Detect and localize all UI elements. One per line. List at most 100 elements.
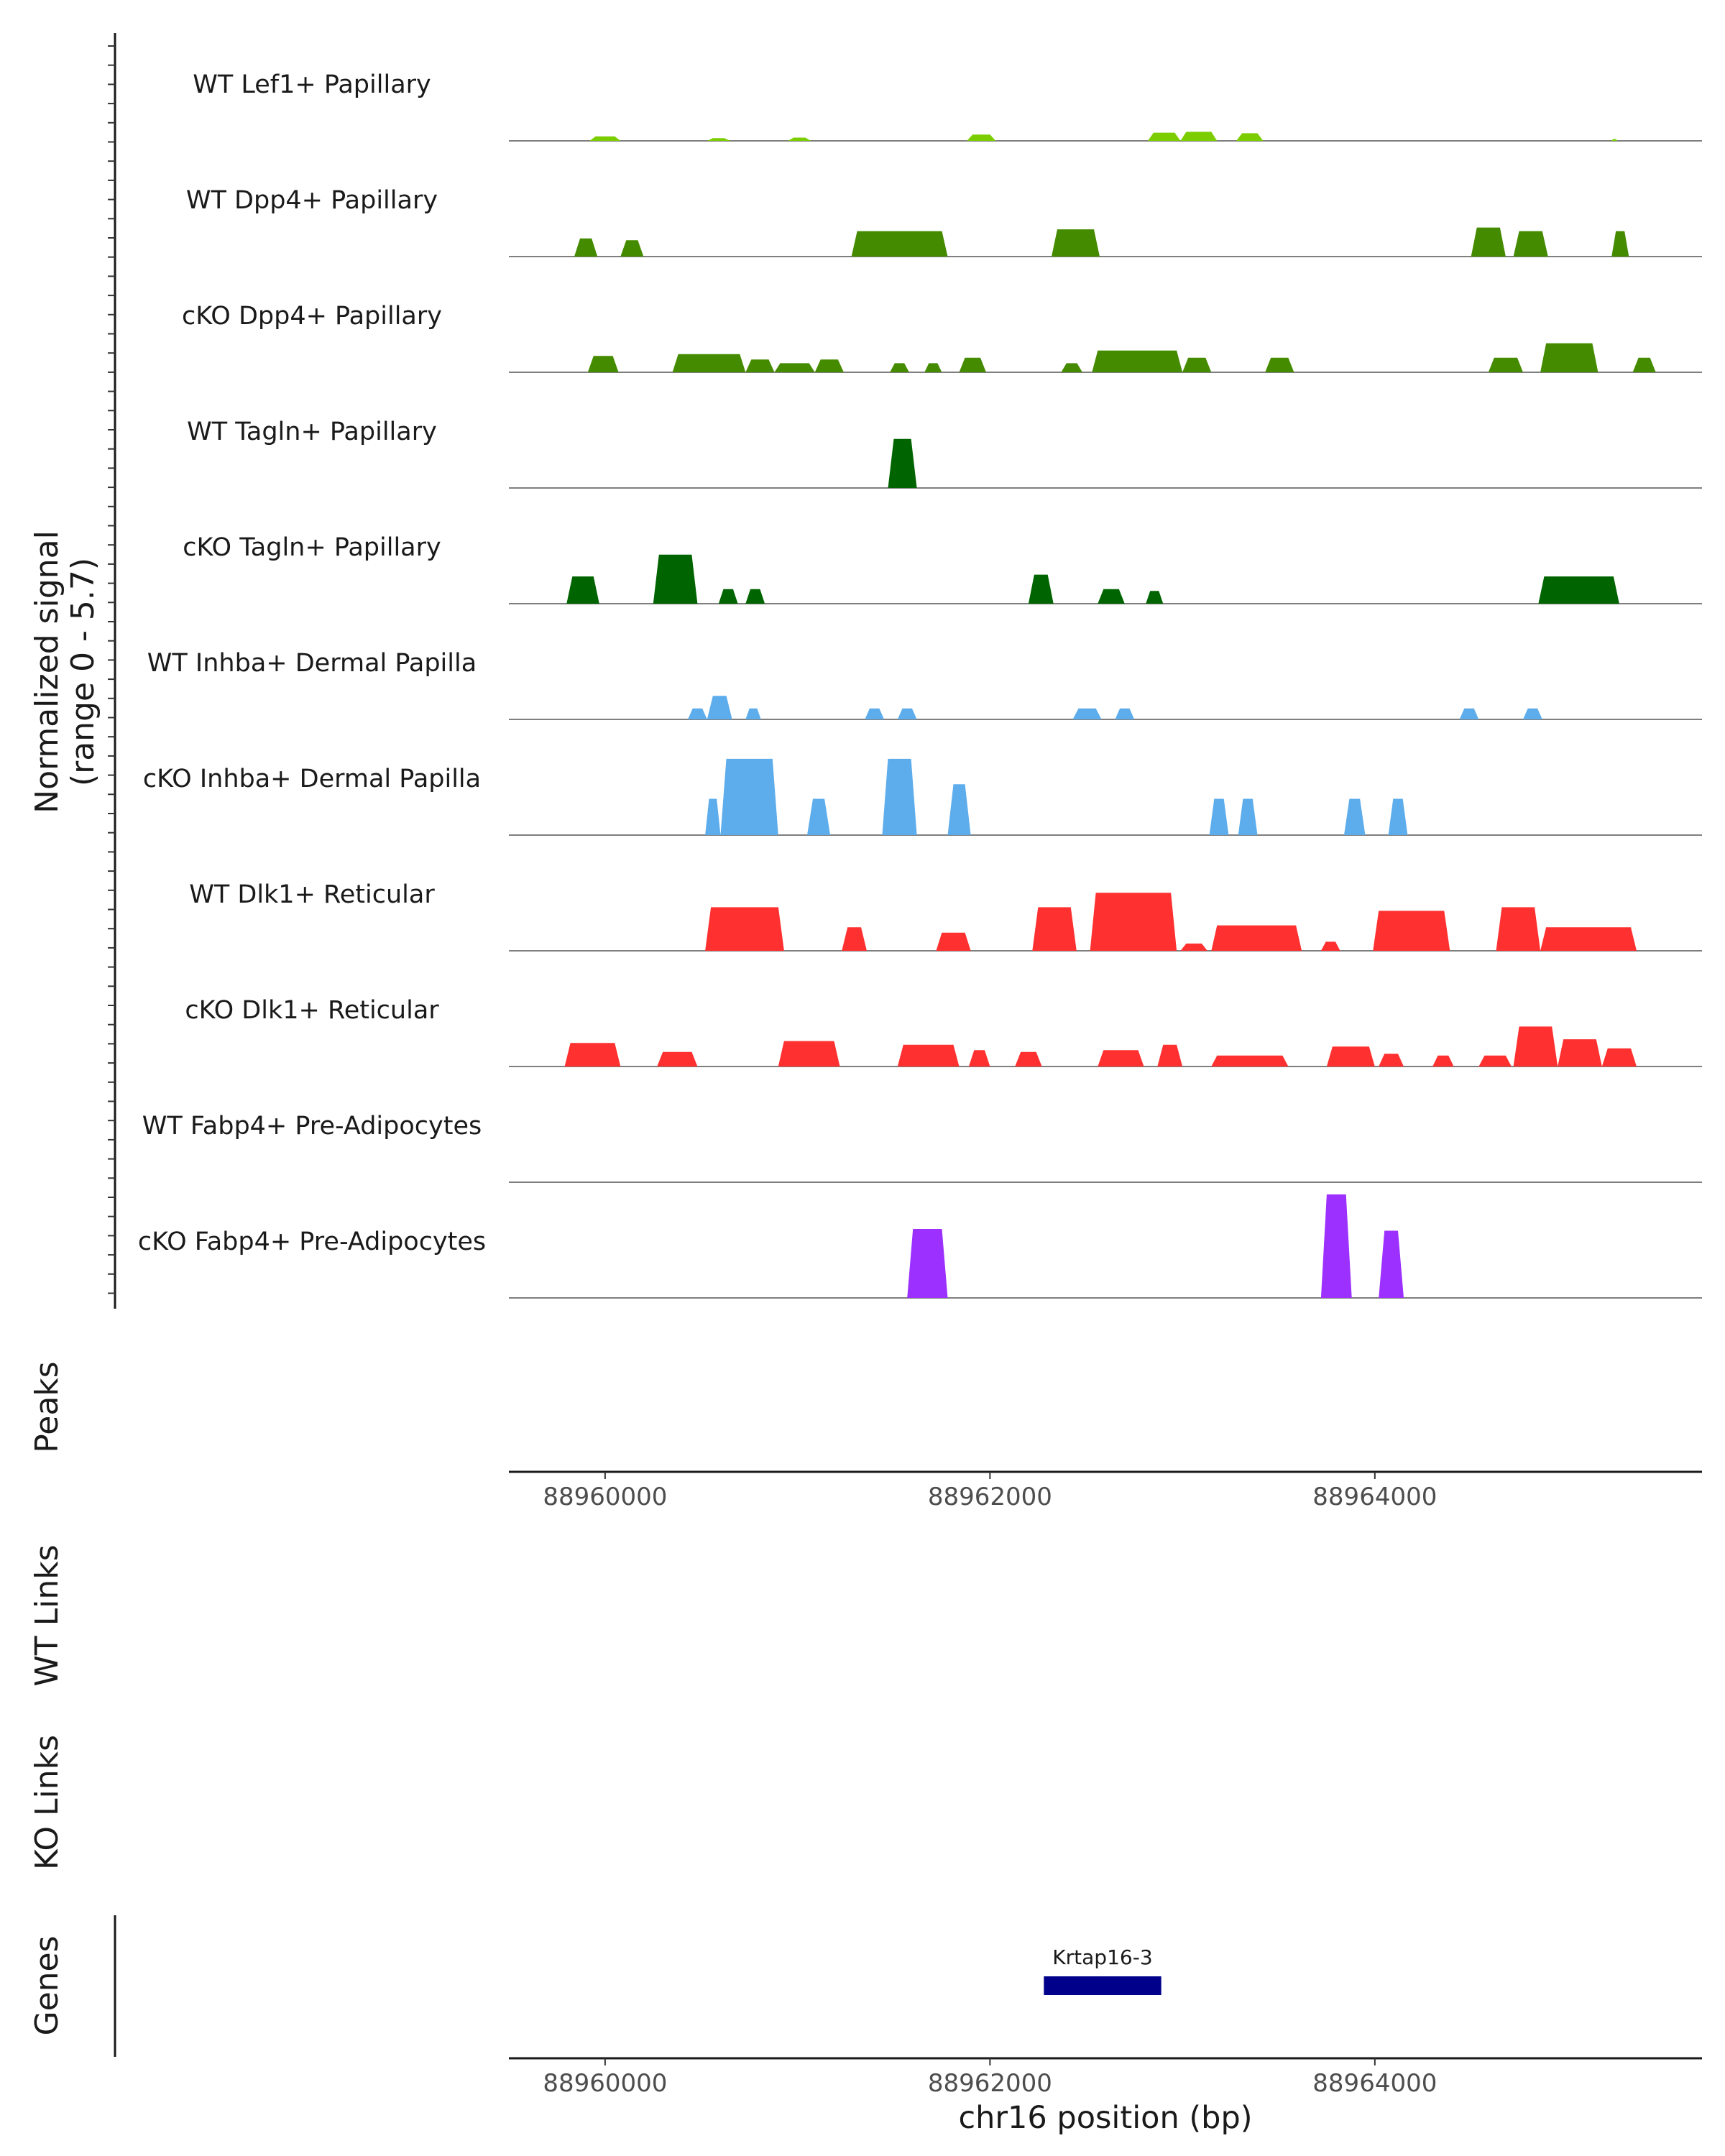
signal-peak xyxy=(574,238,598,257)
signal-peak xyxy=(897,708,917,719)
track-label: WT Fabp4+ Pre-Adipocytes xyxy=(142,1112,482,1141)
signal-peak xyxy=(720,758,778,835)
signal-peak xyxy=(959,357,986,372)
signal-peak xyxy=(1015,1051,1042,1067)
signal-peak xyxy=(1211,1055,1289,1067)
signal-peak xyxy=(1326,1046,1375,1067)
signal-peak xyxy=(564,1043,621,1067)
signal-y-axis xyxy=(108,33,116,1309)
signal-peak xyxy=(968,1050,990,1067)
x-tick-label: 88960000 xyxy=(543,2069,667,2098)
genes-panel-label: Genes xyxy=(29,1935,65,2035)
signal-peak xyxy=(1236,133,1264,141)
signal-peak xyxy=(1523,708,1542,719)
signal-peak xyxy=(620,240,644,257)
track-label: cKO Dlk1+ Reticular xyxy=(185,996,439,1025)
signal-ylabel-line1: Normalized signal xyxy=(29,530,65,814)
signal-peak xyxy=(566,576,599,604)
signal-peak xyxy=(1611,139,1618,141)
signal-peak xyxy=(657,1051,698,1067)
signal-peak xyxy=(1459,708,1479,719)
genes-x-ticks: 88960000 88962000 88964000 xyxy=(543,2058,1437,2098)
signal-peak xyxy=(1478,1055,1512,1067)
signal-peak xyxy=(653,554,698,604)
signal-peak xyxy=(1388,798,1408,835)
track-cko-tagln-papillary: cKO Tagln+ Papillary xyxy=(183,533,1702,604)
signal-peak xyxy=(688,708,707,719)
signal-peak xyxy=(1379,1230,1404,1298)
track-label: WT Dlk1+ Reticular xyxy=(189,880,435,909)
signal-peak xyxy=(1180,943,1208,951)
track-wt-dpp4-papillary: WT Dpp4+ Papillary xyxy=(186,186,1702,257)
signal-peak xyxy=(890,363,909,372)
signal-peak xyxy=(1115,708,1135,719)
x-tick-label: 88962000 xyxy=(928,2069,1052,2098)
signal-peak xyxy=(924,363,942,372)
signal-peak xyxy=(1180,132,1218,141)
signal-peak xyxy=(705,798,721,835)
wt-links-panel-label: WT Links xyxy=(29,1544,65,1686)
signal-peak xyxy=(1146,591,1164,604)
signal-peak xyxy=(1157,1044,1183,1067)
signal-peak xyxy=(1320,941,1340,951)
x-tick-label: 88964000 xyxy=(1312,1483,1437,1511)
track-label: WT Inhba+ Dermal Papilla xyxy=(147,649,477,678)
signal-peak xyxy=(947,784,971,835)
signal-ylabel-line2: (range 0 - 5.7) xyxy=(65,558,101,786)
signal-peak xyxy=(1471,227,1506,257)
track-cko-inhba-dermal-papilla: cKO Inhba+ Dermal Papilla xyxy=(143,758,1702,836)
signal-peak xyxy=(672,354,746,372)
track-label: cKO Dpp4+ Papillary xyxy=(182,302,442,331)
signal-peak xyxy=(788,137,811,141)
coverage-tracks: WT Lef1+ Papillary WT Dpp4+ Papillary cKO … xyxy=(138,70,1702,1299)
signal-peak xyxy=(1540,927,1637,951)
x-tick-label: 88962000 xyxy=(928,1483,1052,1511)
track-wt-fabp4-pre-adipocytes: WT Fabp4+ Pre-Adipocytes xyxy=(142,1112,1702,1183)
signal-peak xyxy=(1211,925,1302,951)
signal-peak xyxy=(774,363,815,372)
signal-peak xyxy=(907,1229,948,1298)
signal-peak xyxy=(1513,231,1548,257)
signal-peak xyxy=(1540,343,1598,372)
signal-peak xyxy=(1182,357,1212,372)
signal-peak xyxy=(1061,363,1082,372)
peaks-panel-label: Peaks xyxy=(29,1361,65,1452)
track-wt-dlk1-reticular: WT Dlk1+ Reticular xyxy=(189,880,1702,952)
signal-peak xyxy=(745,359,775,372)
signal-peak xyxy=(1147,132,1181,141)
signal-peak xyxy=(1098,1050,1144,1067)
gene-track: Krtap16-3 xyxy=(1044,1945,1162,1995)
signal-peak xyxy=(1601,1048,1637,1067)
signal-peak xyxy=(1265,357,1294,372)
signal-peak xyxy=(587,356,619,372)
signal-peak xyxy=(1632,357,1656,372)
track-label: WT Tagln+ Papillary xyxy=(187,418,437,446)
gene-label: Krtap16-3 xyxy=(1052,1945,1152,1969)
signal-peak xyxy=(1098,589,1125,604)
track-label: cKO Fabp4+ Pre-Adipocytes xyxy=(138,1227,486,1256)
signal-peak xyxy=(814,359,844,372)
signal-peak xyxy=(1209,798,1229,835)
signal-peak xyxy=(1538,576,1619,604)
x-tick-label: 88960000 xyxy=(543,1483,667,1511)
track-label: cKO Tagln+ Papillary xyxy=(183,533,441,562)
signal-peak xyxy=(1238,798,1258,835)
peaks-x-ticks: 88960000 88962000 88964000 xyxy=(543,1472,1437,1511)
signal-peak xyxy=(1432,1055,1454,1067)
signal-peak xyxy=(1488,357,1523,372)
signal-peak xyxy=(778,1041,840,1067)
signal-peak xyxy=(967,134,996,141)
track-wt-inhba-dermal-papilla: WT Inhba+ Dermal Papilla xyxy=(147,649,1702,720)
signal-peak xyxy=(1092,350,1183,372)
signal-peak xyxy=(707,138,730,141)
gene-body xyxy=(1044,1976,1162,1995)
signal-peak xyxy=(1496,907,1541,951)
track-cko-fabp4-pre-adipocytes: cKO Fabp4+ Pre-Adipocytes xyxy=(138,1194,1702,1299)
signal-peak xyxy=(1558,1039,1602,1067)
track-cko-dpp4-papillary: cKO Dpp4+ Papillary xyxy=(182,302,1702,373)
signal-peak xyxy=(842,927,867,951)
signal-peak xyxy=(707,696,732,719)
signal-peak xyxy=(1052,229,1100,257)
signal-peak xyxy=(1028,574,1054,604)
